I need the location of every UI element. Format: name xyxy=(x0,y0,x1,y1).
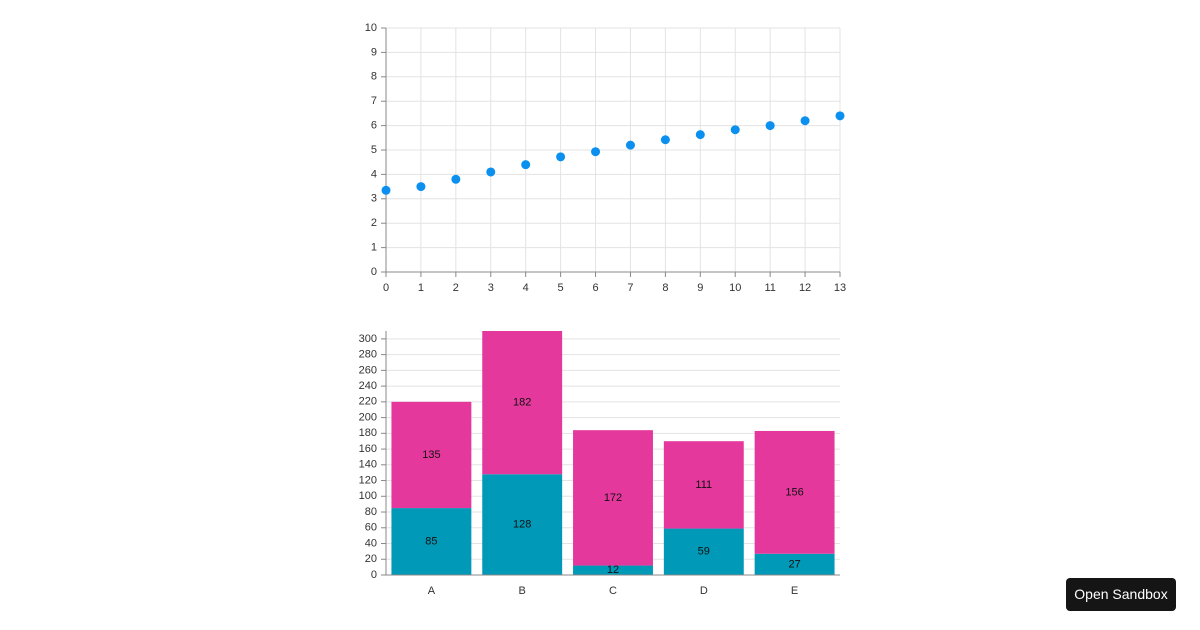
data-label: 85 xyxy=(425,535,437,547)
data-label: 12 xyxy=(607,564,619,576)
data-label: 135 xyxy=(422,449,440,461)
y-tick-label: 8 xyxy=(371,71,377,83)
open-sandbox-button[interactable]: Open Sandbox xyxy=(1066,578,1176,611)
point xyxy=(591,147,601,157)
data-label: 59 xyxy=(698,546,710,558)
y-tick-label: 100 xyxy=(359,490,377,502)
x-tick-label: 6 xyxy=(592,282,598,294)
x-tick-label: 0 xyxy=(383,282,389,294)
point xyxy=(451,174,461,184)
data-label: 111 xyxy=(695,479,712,491)
y-tick-label: 4 xyxy=(371,168,377,180)
x-tick-label: 4 xyxy=(523,282,529,294)
bar-segment xyxy=(663,528,744,575)
y-tick-label: 80 xyxy=(365,506,377,518)
x-tick-label: C xyxy=(609,585,617,597)
bar-segment xyxy=(663,441,744,529)
bar-segment xyxy=(482,331,563,475)
point xyxy=(556,152,566,162)
x-tick-label: B xyxy=(519,585,526,597)
x-tick-label: 2 xyxy=(453,282,459,294)
bar-segment xyxy=(754,430,835,554)
y-tick-label: 60 xyxy=(365,522,377,534)
y-tick-label: 240 xyxy=(359,380,377,392)
bar-segment xyxy=(573,565,653,575)
bar-segment xyxy=(482,474,563,575)
bar-segment xyxy=(754,553,835,575)
bar-segment xyxy=(391,508,472,575)
y-tick-label: 220 xyxy=(359,396,377,408)
x-tick-label: 1 xyxy=(418,282,424,294)
data-label: 27 xyxy=(788,558,800,570)
y-tick-label: 0 xyxy=(371,266,377,278)
point xyxy=(416,182,426,192)
y-tick-label: 160 xyxy=(359,443,377,455)
y-tick-label: 2 xyxy=(371,217,377,229)
data-label: 156 xyxy=(785,486,803,498)
y-tick-label: 20 xyxy=(365,553,377,565)
y-tick-label: 10 xyxy=(365,22,377,34)
x-tick-label: 5 xyxy=(558,282,564,294)
x-tick-label: 10 xyxy=(729,282,741,294)
point xyxy=(486,167,496,177)
y-tick-label: 3 xyxy=(371,193,377,205)
point xyxy=(835,111,845,121)
y-tick-label: 180 xyxy=(359,427,377,439)
x-tick-label: E xyxy=(791,585,798,597)
data-label: 128 xyxy=(513,519,531,531)
point xyxy=(660,135,670,145)
y-tick-label: 7 xyxy=(371,95,377,107)
y-tick-label: 140 xyxy=(359,459,377,471)
y-tick-label: 260 xyxy=(359,364,377,376)
y-tick-label: 300 xyxy=(359,333,377,345)
y-tick-label: 120 xyxy=(359,474,377,486)
data-label: 182 xyxy=(513,397,531,409)
x-tick-label: D xyxy=(700,585,708,597)
bar-segment xyxy=(573,430,653,566)
point xyxy=(625,140,635,150)
point xyxy=(800,116,810,126)
y-tick-label: 280 xyxy=(359,349,377,361)
x-tick-label: 12 xyxy=(799,282,811,294)
y-tick-label: 1 xyxy=(371,242,377,254)
x-tick-label: 13 xyxy=(834,282,846,294)
x-tick-label: 11 xyxy=(764,282,775,294)
point xyxy=(695,130,705,140)
point xyxy=(381,185,391,195)
y-tick-label: 5 xyxy=(371,144,377,156)
x-tick-label: 9 xyxy=(697,282,703,294)
x-tick-label: 7 xyxy=(627,282,633,294)
data-label: 172 xyxy=(604,492,622,504)
y-tick-label: 0 xyxy=(371,569,377,581)
x-tick-label: 8 xyxy=(662,282,668,294)
point xyxy=(730,125,740,135)
y-tick-label: 9 xyxy=(371,46,377,58)
point xyxy=(521,160,531,170)
x-tick-label: A xyxy=(428,585,436,597)
point xyxy=(765,121,775,131)
y-tick-label: 200 xyxy=(359,411,377,423)
bar-segment xyxy=(391,401,472,509)
y-tick-label: 40 xyxy=(365,537,377,549)
y-tick-label: 6 xyxy=(371,120,377,132)
x-tick-label: 3 xyxy=(488,282,494,294)
